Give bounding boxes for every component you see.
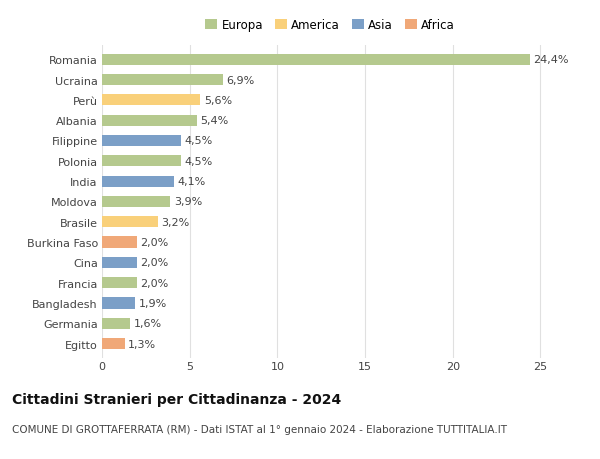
Legend: Europa, America, Asia, Africa: Europa, America, Asia, Africa [200, 15, 460, 37]
Text: COMUNE DI GROTTAFERRATA (RM) - Dati ISTAT al 1° gennaio 2024 - Elaborazione TUTT: COMUNE DI GROTTAFERRATA (RM) - Dati ISTA… [12, 425, 507, 435]
Text: 5,4%: 5,4% [200, 116, 229, 126]
Text: Cittadini Stranieri per Cittadinanza - 2024: Cittadini Stranieri per Cittadinanza - 2… [12, 392, 341, 406]
Text: 4,1%: 4,1% [178, 177, 206, 187]
Text: 1,3%: 1,3% [128, 339, 157, 349]
Text: 2,0%: 2,0% [140, 258, 169, 268]
Text: 1,6%: 1,6% [134, 319, 161, 329]
Bar [102, 237, 137, 248]
Bar [102, 298, 136, 309]
Bar [102, 277, 137, 289]
Bar [102, 156, 181, 167]
Bar [102, 257, 137, 269]
Text: 4,5%: 4,5% [184, 136, 212, 146]
Bar [102, 176, 174, 187]
Text: 2,0%: 2,0% [140, 278, 169, 288]
Text: 5,6%: 5,6% [204, 95, 232, 106]
Bar [102, 318, 130, 329]
Bar [102, 115, 197, 127]
Bar [102, 95, 200, 106]
Text: 1,9%: 1,9% [139, 298, 167, 308]
Bar [102, 196, 170, 207]
Bar [102, 217, 158, 228]
Text: 3,2%: 3,2% [161, 217, 190, 227]
Text: 3,9%: 3,9% [174, 197, 202, 207]
Text: 6,9%: 6,9% [227, 75, 255, 85]
Text: 2,0%: 2,0% [140, 237, 169, 247]
Bar [102, 55, 530, 66]
Bar [102, 338, 125, 349]
Text: 4,5%: 4,5% [184, 157, 212, 167]
Bar [102, 135, 181, 147]
Text: 24,4%: 24,4% [533, 55, 569, 65]
Bar [102, 75, 223, 86]
